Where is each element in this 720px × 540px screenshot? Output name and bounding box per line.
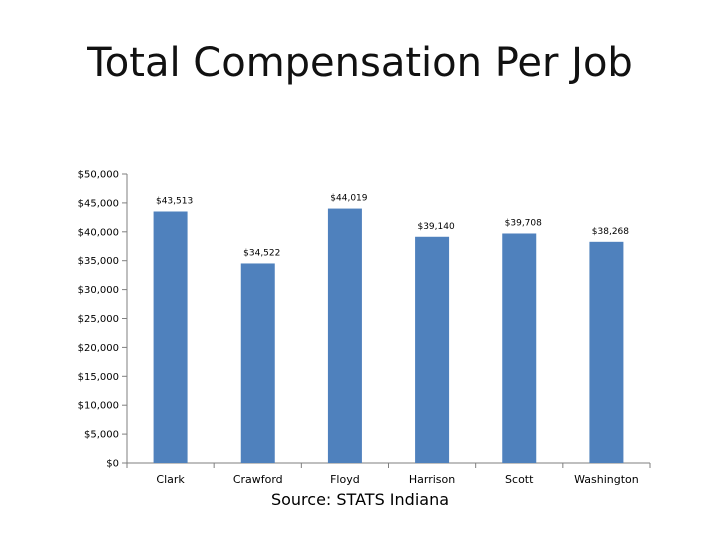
bar-scott	[502, 233, 537, 463]
bar-washington	[589, 241, 624, 463]
y-tick-label: $40,000	[78, 227, 119, 238]
y-tick-label: $45,000	[78, 198, 119, 209]
y-tick-label: $20,000	[78, 343, 119, 354]
data-label: $43,513	[156, 196, 193, 206]
chart-title: Total Compensation Per Job	[87, 40, 633, 86]
x-tick-label: Floyd	[330, 473, 360, 486]
bar-crawford	[240, 263, 275, 463]
data-label: $39,708	[505, 218, 542, 228]
bar-clark	[153, 211, 188, 463]
data-label: $44,019	[330, 194, 367, 204]
data-label: $39,140	[417, 222, 454, 232]
y-tick-label: $30,000	[78, 285, 119, 296]
bar-harrison	[415, 236, 450, 463]
y-tick-label: $10,000	[78, 401, 119, 412]
y-tick-label: $0	[106, 459, 119, 470]
data-label: $38,268	[592, 227, 629, 237]
bar-floyd	[327, 208, 362, 463]
y-tick-label: $25,000	[78, 314, 119, 325]
x-tick-label: Washington	[574, 473, 639, 486]
y-tick-label: $50,000	[78, 170, 119, 181]
y-tick-label: $15,000	[78, 372, 119, 383]
source-note: Source: STATS Indiana	[270, 490, 450, 509]
x-tick-label: Scott	[505, 473, 534, 486]
y-tick-label: $5,000	[84, 430, 119, 441]
data-label: $34,522	[243, 248, 280, 258]
x-tick-label: Harrison	[409, 473, 455, 486]
y-tick-label: $35,000	[78, 256, 119, 267]
x-tick-label: Crawford	[233, 473, 283, 486]
x-tick-label: Clark	[156, 473, 185, 486]
